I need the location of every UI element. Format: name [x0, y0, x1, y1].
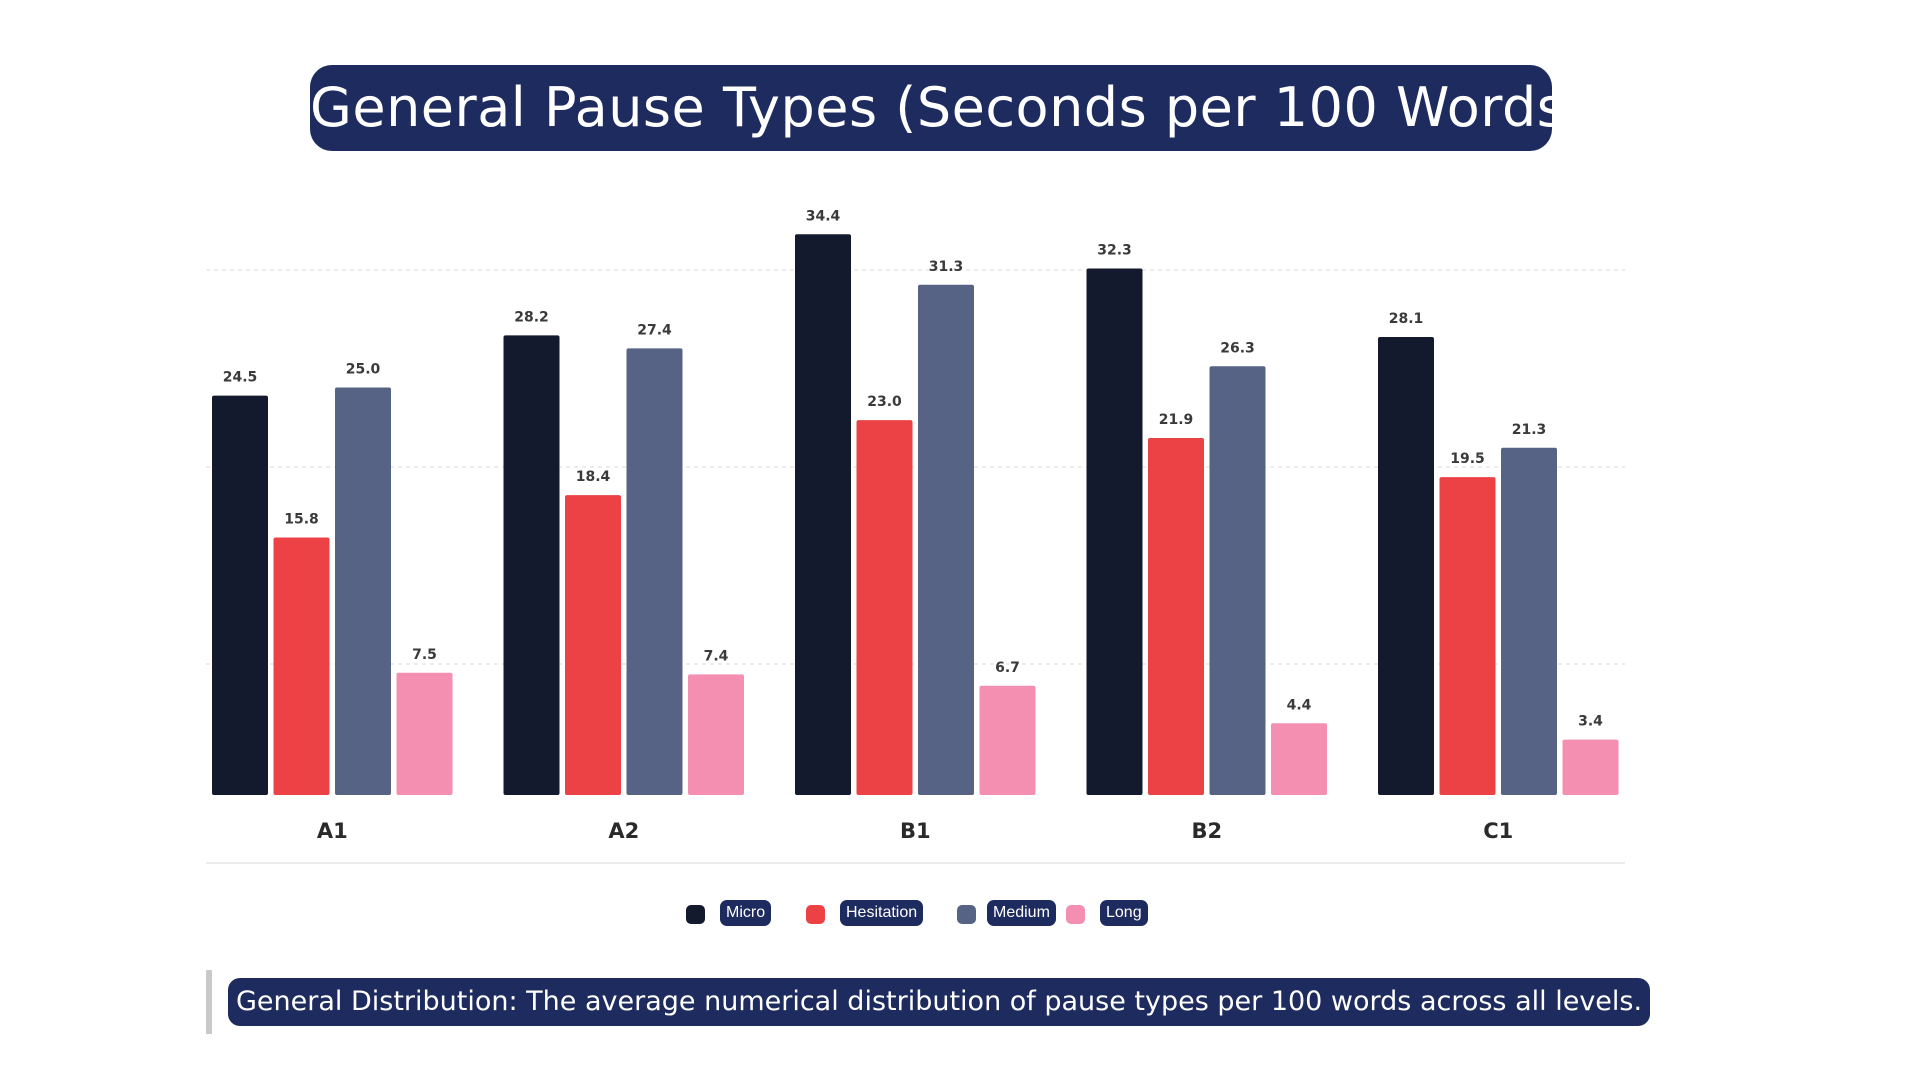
chart-title: General Pause Types (Seconds per 100 Wor… [310, 65, 1586, 151]
x-tick-label: B1 [900, 819, 931, 843]
data-label: 7.4 [704, 648, 729, 664]
medium-swatch-icon [957, 905, 976, 924]
data-label: 4.4 [1287, 697, 1312, 713]
bar-micro-b1[interactable] [795, 234, 851, 795]
bar-hesitation-a2[interactable] [565, 495, 621, 795]
bar-hesitation-c1[interactable] [1439, 477, 1496, 795]
data-label: 24.5 [223, 370, 258, 386]
data-label: 31.3 [929, 259, 964, 275]
data-label: 15.8 [284, 511, 319, 527]
bar-micro-a1[interactable] [212, 395, 268, 795]
caption-accent-bar [206, 970, 212, 1034]
bar-hesitation-a1[interactable] [273, 537, 330, 795]
bar-long-a2[interactable] [688, 674, 744, 795]
bar-medium-b2[interactable] [1209, 366, 1266, 795]
legend-label-micro: Micro [720, 900, 772, 926]
data-label: 27.4 [637, 322, 672, 338]
bar-long-a1[interactable] [396, 672, 453, 795]
bar-medium-a2[interactable] [626, 348, 683, 795]
legend-label-long: Long [1100, 900, 1148, 926]
legend-label-medium: Medium [987, 900, 1056, 926]
long-swatch-icon [1066, 905, 1085, 924]
data-label: 21.9 [1159, 412, 1194, 428]
data-label: 6.7 [995, 660, 1020, 676]
data-label: 19.5 [1450, 451, 1485, 467]
bar-micro-a2[interactable] [503, 335, 560, 795]
bar-micro-c1[interactable] [1378, 336, 1434, 795]
data-label: 7.5 [412, 647, 437, 663]
data-label: 25.0 [346, 362, 381, 378]
bar-hesitation-b1[interactable] [856, 420, 913, 795]
x-tick-label: C1 [1483, 819, 1513, 843]
bar-medium-c1[interactable] [1501, 447, 1557, 795]
bar-long-c1[interactable] [1562, 739, 1619, 795]
bar-long-b2[interactable] [1271, 723, 1327, 795]
data-label: 3.4 [1578, 714, 1603, 730]
x-tick-label: B2 [1191, 819, 1222, 843]
bar-hesitation-b2[interactable] [1148, 438, 1204, 795]
data-label: 28.1 [1389, 311, 1424, 327]
bar-medium-a1[interactable] [335, 387, 391, 796]
data-label: 23.0 [867, 394, 902, 410]
hesitation-swatch-icon [806, 905, 825, 924]
micro-swatch-icon [686, 905, 705, 924]
x-tick-label: A2 [608, 819, 639, 843]
bar-micro-b2[interactable] [1086, 268, 1143, 795]
caption-text: General Distribution: The average numeri… [228, 978, 1651, 1026]
x-tick-label: A1 [317, 819, 348, 843]
data-label: 21.3 [1512, 422, 1547, 438]
data-label: 28.2 [514, 309, 549, 325]
data-label: 26.3 [1220, 340, 1255, 356]
data-label: 32.3 [1097, 243, 1132, 259]
data-label: 18.4 [576, 469, 611, 485]
bar-medium-b1[interactable] [918, 284, 974, 795]
bar-long-b1[interactable] [979, 685, 1036, 795]
data-label: 34.4 [806, 208, 841, 224]
legend-label-hesitation: Hesitation [840, 900, 924, 926]
